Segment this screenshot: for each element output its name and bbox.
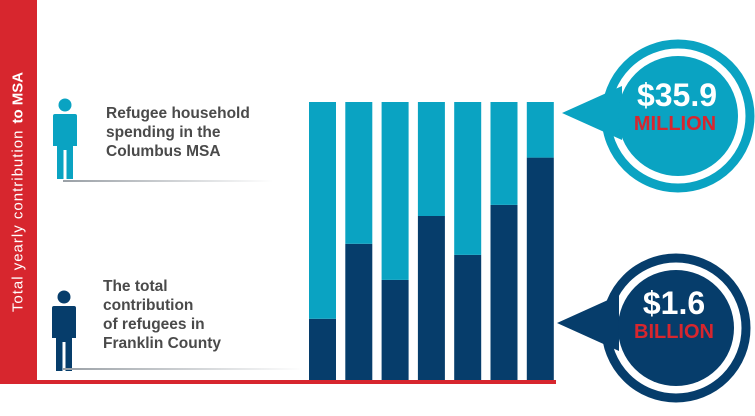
- household-callout-unit: MILLION: [633, 113, 717, 135]
- legend-household: Refugee household spending in the Columb…: [106, 104, 250, 161]
- county-callout-value: $1.6: [642, 285, 706, 321]
- legend-county-line: of refugees in: [103, 316, 205, 333]
- legend-county-line: The total: [103, 278, 168, 295]
- bar-segment-household-spending: [381, 102, 409, 280]
- bar-segment-franklin-county: [309, 318, 336, 380]
- speech-bubble-icon: [557, 253, 751, 403]
- bar-segment-franklin-county: [526, 157, 554, 380]
- bar-segment-household-spending: [454, 102, 482, 255]
- bar-segment-franklin-county: [417, 216, 445, 380]
- bar-segment-household-spending: [345, 102, 373, 244]
- bar-segment-household-spending: [490, 102, 518, 205]
- bar-segment-household-spending: [526, 102, 554, 158]
- person-icon: [53, 98, 77, 179]
- legend-household-line: Columbus MSA: [106, 143, 221, 160]
- bar-segment-household-spending: [417, 102, 445, 216]
- legend-county: The total contribution of refugees in Fr…: [103, 277, 221, 353]
- bar-segment-franklin-county: [381, 279, 409, 380]
- household-callout-value: $35.9: [636, 77, 718, 113]
- legend-underline: [63, 368, 303, 370]
- bar-segment-franklin-county: [454, 254, 482, 380]
- bar-segment-franklin-county: [490, 204, 518, 380]
- legend-underline: [63, 180, 273, 182]
- person-icon: [52, 290, 76, 371]
- bar-segment-household-spending: [309, 102, 336, 319]
- legend-county-line: contribution: [103, 297, 194, 314]
- bar-segment-franklin-county: [345, 243, 373, 380]
- legend-county-line: Franklin County: [103, 335, 221, 352]
- county-callout-unit: BILLION: [634, 321, 714, 343]
- legend-household-line: Refugee household: [106, 105, 250, 122]
- chart-baseline: [0, 380, 556, 384]
- legend-household-line: spending in the: [106, 124, 221, 141]
- speech-bubble-icon: [562, 39, 755, 193]
- axis-label-band: Total yearly contributionto MSA: [0, 0, 37, 384]
